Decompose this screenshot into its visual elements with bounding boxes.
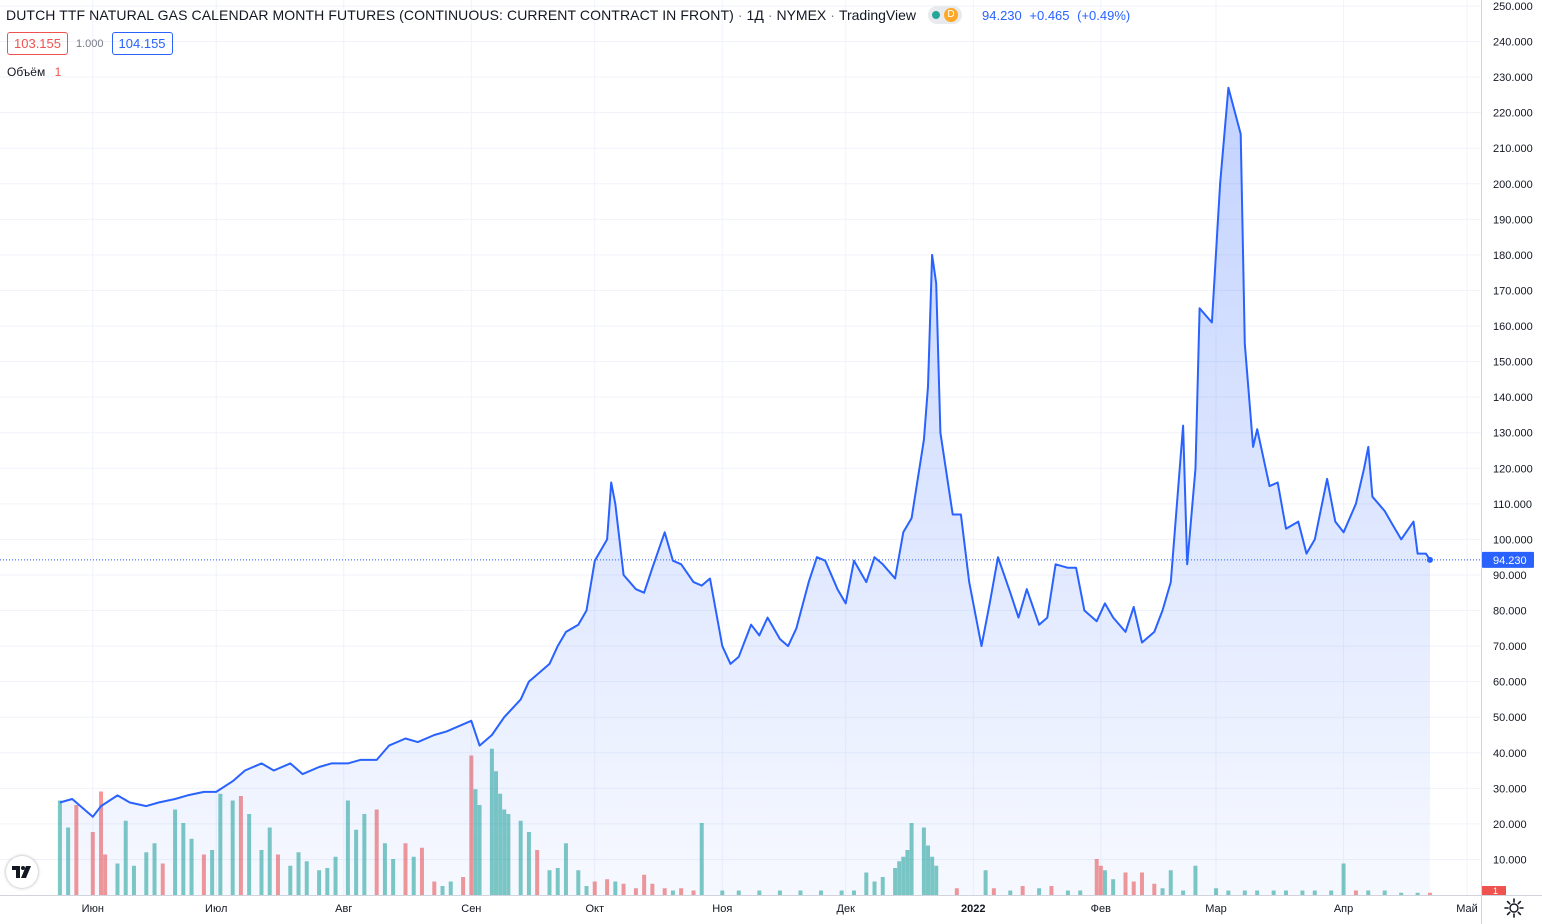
current-price-label: 94.230 bbox=[1493, 555, 1527, 567]
current-price-dot bbox=[1426, 556, 1433, 563]
y-tick-label: 240.000 bbox=[1493, 37, 1533, 49]
change-value: +0.465 bbox=[1029, 7, 1070, 23]
separator: · bbox=[767, 7, 773, 23]
separator: · bbox=[830, 7, 835, 23]
spread-value: 1.000 bbox=[76, 37, 104, 50]
y-tick-label: 80.000 bbox=[1493, 606, 1527, 618]
last-price: 94.230 bbox=[982, 7, 1022, 23]
x-tick-label: Фев bbox=[1091, 903, 1111, 915]
volume-axis-badge bbox=[1482, 886, 1506, 895]
tradingview-logo-icon[interactable] bbox=[6, 856, 38, 888]
price-area bbox=[0, 86, 1481, 896]
y-tick-label: 220.000 bbox=[1493, 108, 1533, 120]
y-tick-label: 50.000 bbox=[1493, 712, 1527, 724]
market-status[interactable]: D bbox=[928, 6, 962, 24]
x-tick-label: Дек bbox=[837, 903, 856, 915]
data-status-badge[interactable]: D bbox=[944, 8, 958, 22]
volume-bar bbox=[57, 800, 62, 895]
y-tick-label: 120.000 bbox=[1493, 463, 1533, 475]
x-tick-label: Июн bbox=[82, 903, 104, 915]
x-tick-label: Апр bbox=[1334, 903, 1353, 915]
gear-icon[interactable] bbox=[1503, 897, 1525, 919]
separator: · bbox=[737, 7, 743, 23]
x-tick-label: 2022 bbox=[961, 903, 985, 915]
volume-axis-label: 1 bbox=[1493, 886, 1498, 896]
x-tick-label: Май bbox=[1456, 903, 1478, 915]
green-dot-icon bbox=[932, 11, 940, 19]
y-tick-label: 170.000 bbox=[1493, 285, 1533, 297]
y-tick-label: 180.000 bbox=[1493, 250, 1533, 262]
price-area-fill bbox=[59, 87, 1430, 896]
volume-label: Объём bbox=[7, 65, 46, 79]
y-tick-label: 160.000 bbox=[1493, 321, 1533, 333]
price-change: 94.230 +0.465 (+0.49%) bbox=[982, 8, 1134, 23]
volume-value: 1 bbox=[54, 65, 62, 79]
y-tick-label: 90.000 bbox=[1493, 570, 1527, 582]
x-tick-label: Мар bbox=[1205, 903, 1227, 915]
buy-button[interactable]: 104.155 bbox=[111, 32, 173, 55]
y-tick-label: 140.000 bbox=[1493, 392, 1533, 404]
x-tick-label: Июл bbox=[205, 903, 227, 915]
y-tick-label: 60.000 bbox=[1493, 677, 1527, 689]
y-tick-label: 110.000 bbox=[1493, 499, 1532, 511]
price-line bbox=[59, 86, 1431, 818]
current-price-badge bbox=[1482, 551, 1534, 568]
chart-header: DUTCH TTF NATURAL GAS CALENDAR MONTH FUT… bbox=[6, 6, 1134, 24]
x-tick-label: Авг bbox=[335, 903, 352, 915]
source-label: TradingView bbox=[838, 7, 916, 23]
y-tick-label: 70.000 bbox=[1493, 641, 1527, 653]
y-tick-label: 30.000 bbox=[1493, 783, 1527, 795]
x-tick-label: Сен bbox=[461, 903, 481, 915]
symbol-title[interactable]: DUTCH TTF NATURAL GAS CALENDAR MONTH FUT… bbox=[6, 7, 734, 23]
y-tick-label: 100.000 bbox=[1493, 534, 1533, 546]
x-tick-label: Окт bbox=[585, 903, 604, 915]
y-tick-label: 40.000 bbox=[1493, 748, 1527, 760]
volume-legend[interactable]: Объём 1 bbox=[7, 65, 61, 79]
order-panel: 103.155 1.000 104.155 bbox=[7, 32, 173, 55]
y-tick-label: 250.000 bbox=[1493, 1, 1533, 13]
interval-label[interactable]: 1Д bbox=[746, 7, 764, 23]
sell-button[interactable]: 103.155 bbox=[7, 32, 68, 55]
y-tick-label: 130.000 bbox=[1493, 428, 1533, 440]
y-tick-label: 200.000 bbox=[1493, 179, 1533, 191]
y-tick-label: 150.000 bbox=[1493, 357, 1533, 369]
y-tick-label: 210.000 bbox=[1493, 143, 1533, 155]
y-tick-label: 190.000 bbox=[1493, 214, 1533, 226]
y-tick-label: 230.000 bbox=[1493, 72, 1533, 84]
exchange-label: NYMEX bbox=[776, 7, 827, 23]
x-tick-label: Ноя bbox=[712, 903, 732, 915]
y-tick-label: 10.000 bbox=[1493, 854, 1527, 866]
change-percent: (+0.49%) bbox=[1077, 7, 1131, 23]
y-tick-label: 20.000 bbox=[1493, 819, 1527, 831]
